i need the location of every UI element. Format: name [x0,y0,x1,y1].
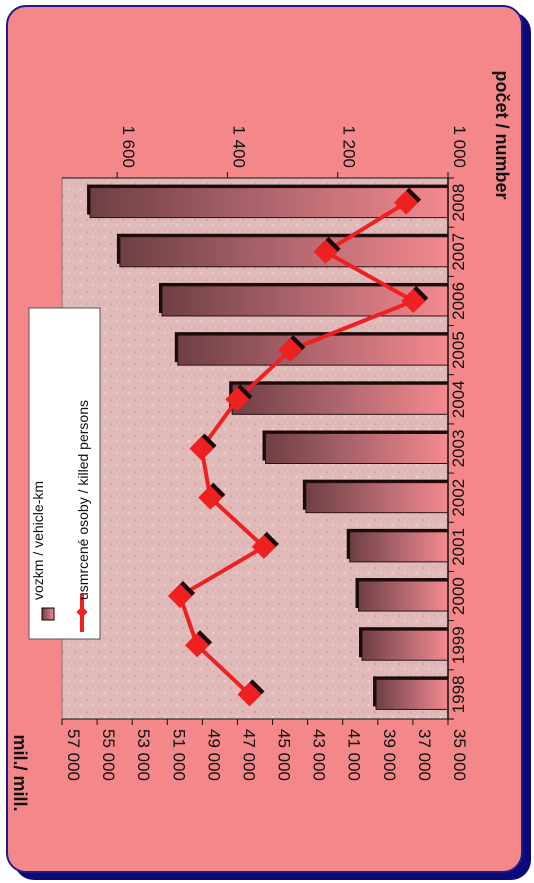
tick-label-right: 1 000 [450,125,469,168]
tick-label-left: 47 000 [239,729,258,781]
tick-label-left: 35 000 [450,729,469,781]
category-label-1998: 1998 [449,675,468,713]
marker-2008 [394,190,419,215]
legend-label-line: usmrcené osoby / killed persons [75,400,91,600]
legend-label-bar: vozkm / vehicle-km [30,481,46,600]
bar-2006 [161,285,449,317]
tick-label-left: 53 000 [134,729,153,781]
ylabel-right: počet / number [492,70,512,199]
tick-label-left: 45 000 [275,729,294,781]
bar-2003 [265,433,449,464]
category-label-2006: 2006 [449,282,468,320]
marker-2006 [401,288,426,313]
bar-2004 [231,383,449,415]
category-label-2002: 2002 [449,479,468,517]
tick-label-left: 39 000 [380,729,399,781]
tick-label-left: 55 000 [99,729,118,781]
bar-2002 [305,482,449,514]
legend: vozkm / vehicle-km usmrcené osoby / kill… [28,307,101,640]
bar-2000 [358,580,449,612]
marker-2002 [198,485,223,510]
category-label-2001: 2001 [449,528,468,566]
tick-label-left: 51 000 [169,729,188,781]
category-label-2005: 2005 [449,331,468,369]
ylabel-left: mil./ mill. [10,734,30,811]
tick-label-left: 57 000 [64,729,83,781]
tick-label-left: 37 000 [415,729,434,781]
tick-label-left: 41 000 [345,729,364,781]
bar-2007 [119,236,449,268]
category-label-2004: 2004 [449,380,468,418]
legend-box [28,307,101,640]
legend-swatch-bar [41,607,55,621]
marker-2003 [189,436,214,461]
bar-1998 [375,678,449,710]
tick-label-right: 1 200 [340,125,359,168]
tick-label-right: 1 400 [229,125,248,168]
category-label-2007: 2007 [449,233,468,271]
category-label-2000: 2000 [449,577,468,615]
bar-1999 [361,629,449,661]
tick-label-left: 49 000 [204,729,223,781]
bar-2001 [349,531,449,563]
category-label-1999: 1999 [449,626,468,664]
category-label-2003: 2003 [449,430,468,468]
marker-2005 [278,338,303,363]
tick-label-left: 43 000 [310,729,329,781]
tick-label-right: 1 600 [119,125,138,168]
category-label-2008: 2008 [449,184,468,222]
marker-2001 [251,534,276,559]
marker-2004 [225,387,250,412]
